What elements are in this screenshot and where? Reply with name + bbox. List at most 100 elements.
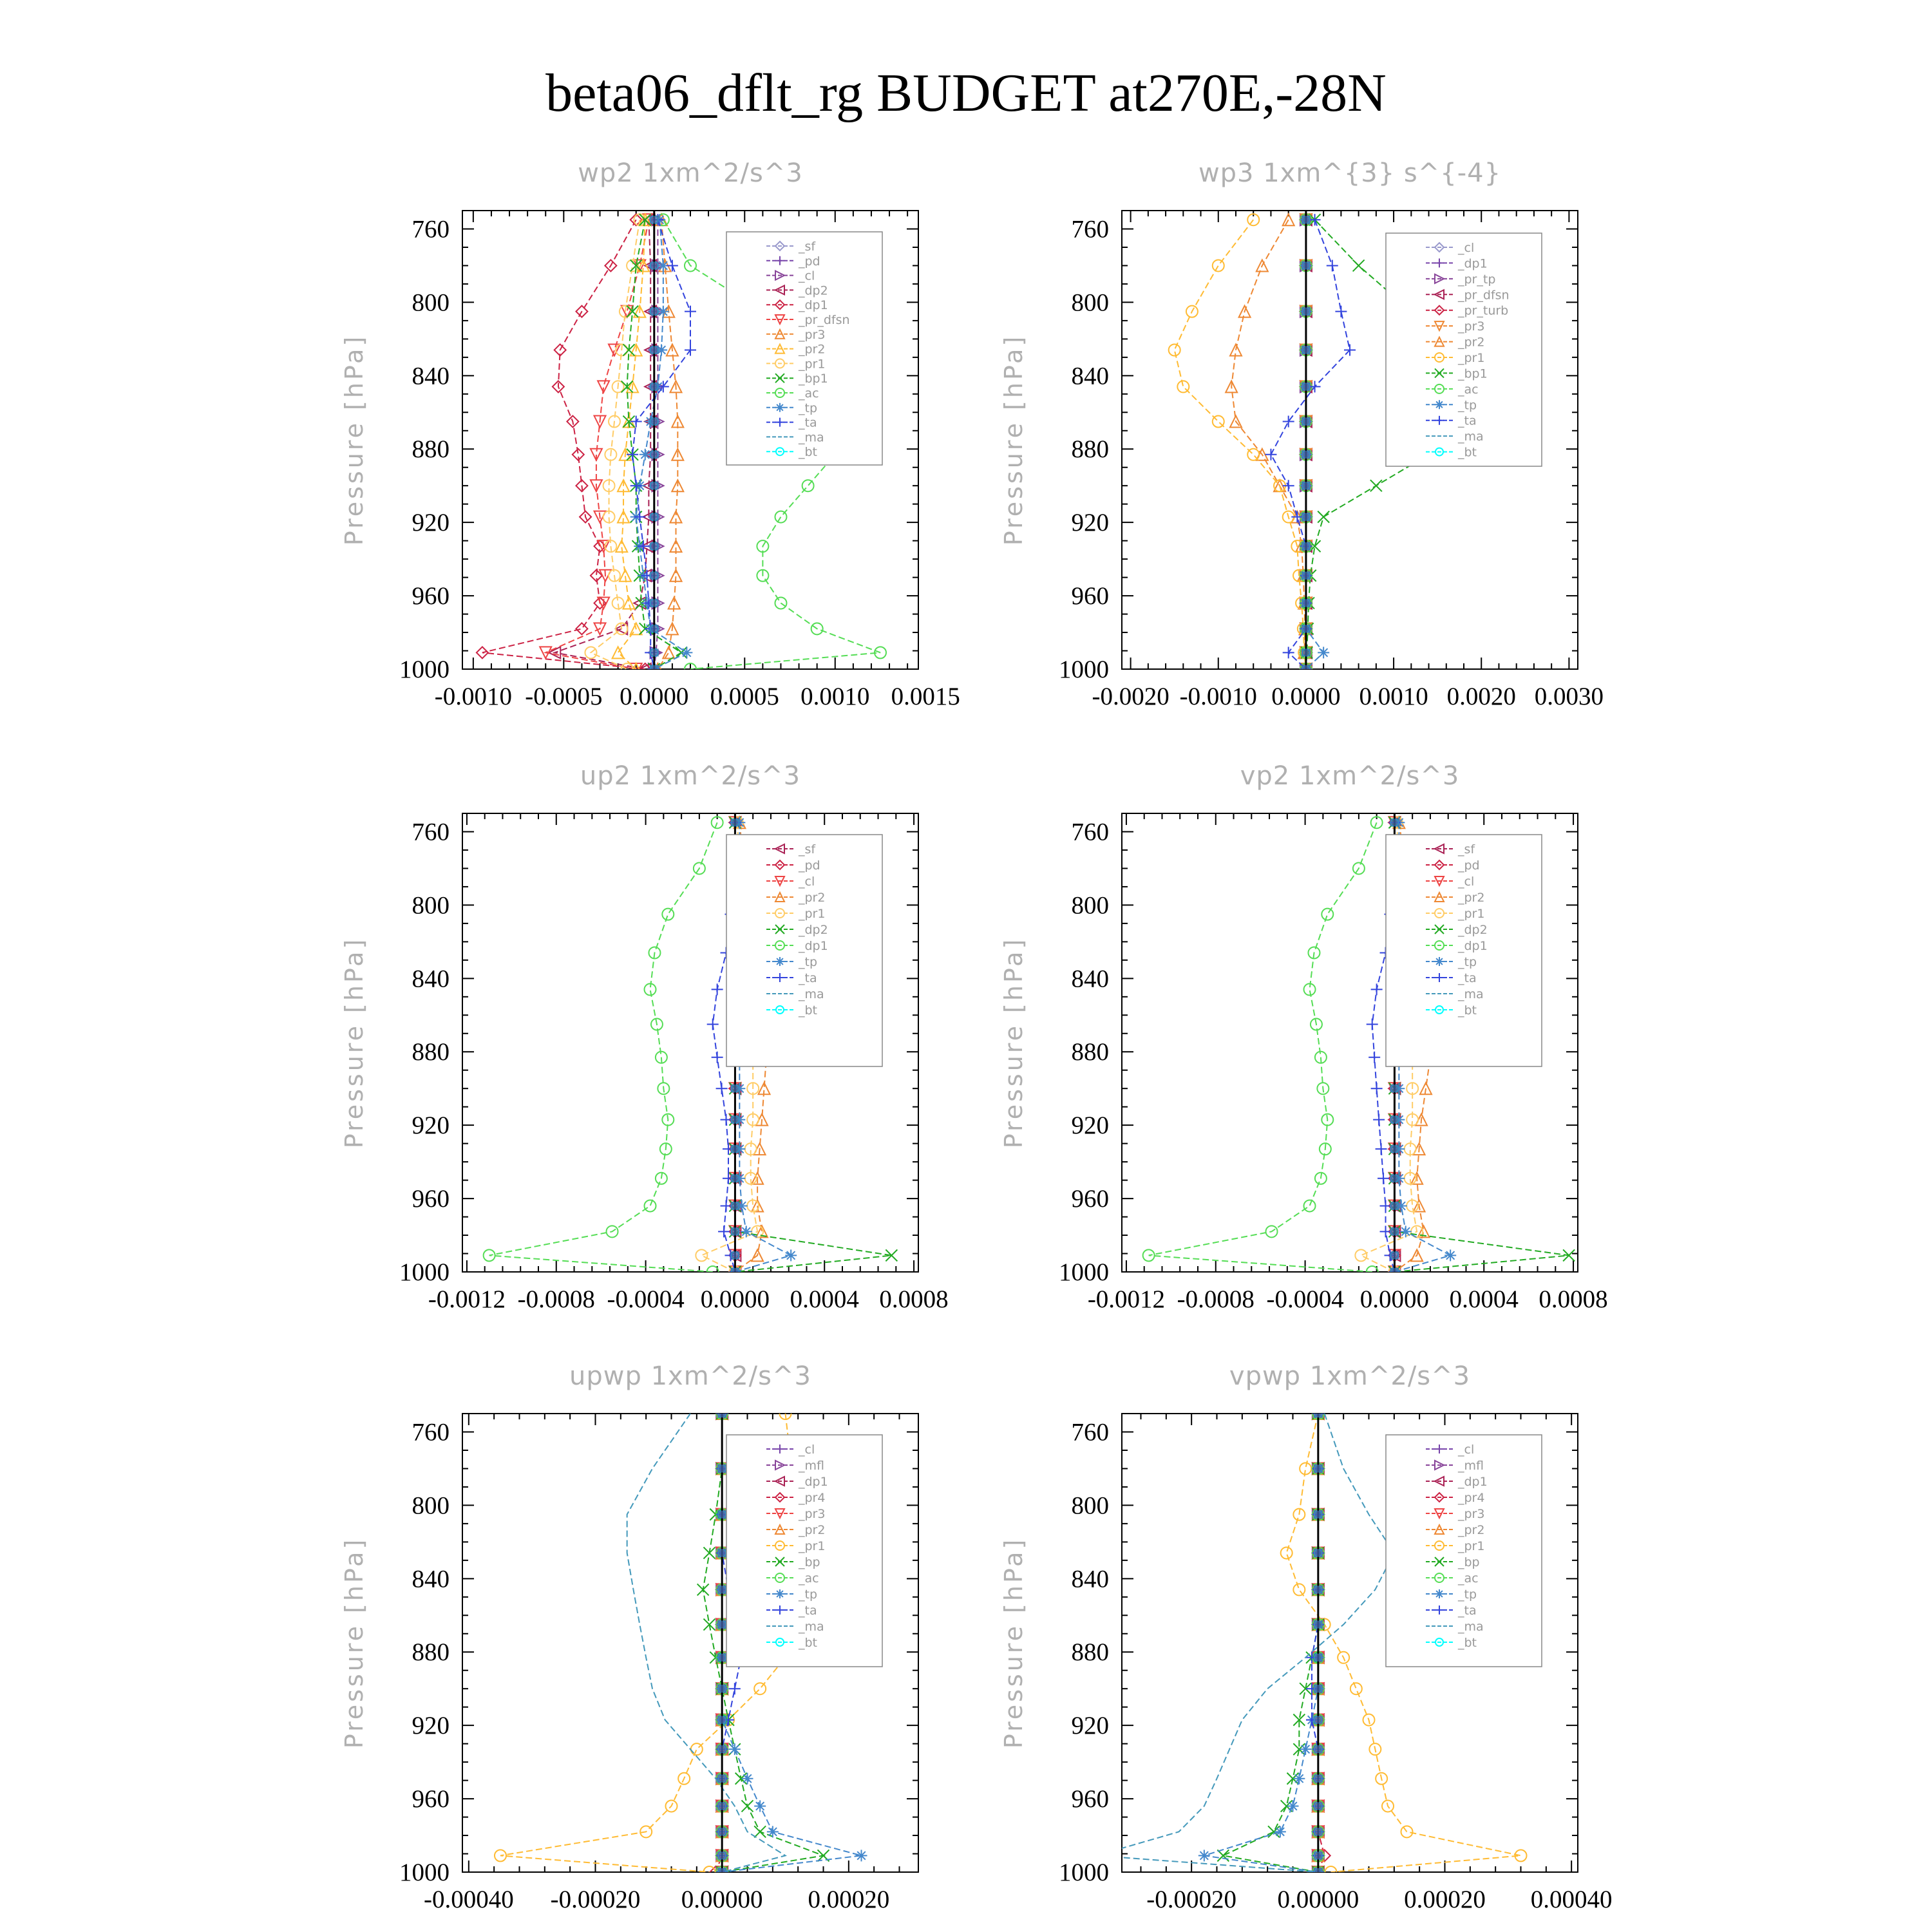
legend-item: _dp2	[766, 283, 828, 298]
zero-marker	[1313, 1716, 1323, 1724]
series-line	[1204, 1414, 1319, 1872]
legend-label: _dp1	[798, 1475, 828, 1489]
legend-label: _pr2	[1457, 891, 1484, 905]
legend-item: _ta	[1426, 971, 1477, 985]
data-point	[1400, 1825, 1414, 1839]
zero-marker	[649, 513, 659, 521]
zero-marker	[1313, 1464, 1323, 1473]
legend-item: _bt	[1426, 1003, 1477, 1018]
zero-marker	[1390, 1268, 1399, 1272]
data-point	[1293, 1743, 1306, 1756]
y-tick-label: 920	[412, 1112, 450, 1139]
data-point	[596, 540, 611, 554]
data-point	[627, 448, 639, 460]
series-pr1	[584, 213, 647, 669]
y-tick-label: 880	[1072, 1638, 1110, 1666]
legend-label: _bt	[1457, 1003, 1477, 1018]
legend-item: _pr2	[1426, 1523, 1484, 1537]
legend-item: _ac	[1426, 383, 1479, 397]
data-point	[614, 538, 629, 553]
legend-label: _ac	[1457, 383, 1479, 397]
legend-marker	[775, 358, 785, 369]
x-tick-label: 0.0000	[1271, 683, 1340, 710]
data-point	[668, 538, 683, 553]
data-point	[654, 1171, 668, 1185]
data-point	[1293, 1713, 1306, 1727]
y-axis-label: Pressure [hPa]	[999, 937, 1028, 1149]
zero-marker	[1313, 1852, 1323, 1860]
legend-marker	[1435, 1638, 1444, 1647]
zero-marker	[1301, 216, 1311, 224]
legend-label: _ta	[798, 416, 817, 430]
data-point	[1381, 1799, 1394, 1813]
chart-panel-up2: up2 1xm^2/s^3 Pressure [hPa] 760 800 840 880 9…	[340, 761, 949, 1313]
series-ma	[1122, 1414, 1395, 1872]
data-point	[750, 1171, 764, 1185]
zero-marker	[717, 1802, 727, 1810]
legend-box	[1385, 232, 1542, 467]
data-point	[670, 478, 685, 493]
legend-item: _tp	[766, 955, 817, 969]
y-tick-label: 760	[1072, 215, 1110, 243]
legend-item: _dp1	[1426, 256, 1488, 270]
data-point	[690, 1743, 703, 1756]
legend-marker	[775, 447, 784, 457]
data-point	[657, 260, 669, 272]
data-point	[1229, 343, 1243, 357]
legend-marker	[775, 269, 786, 281]
legend-marker	[1434, 368, 1444, 379]
series-pr-dfsn	[538, 213, 656, 669]
legend-item: _bp	[766, 1555, 820, 1569]
x-tick-label: 0.0000	[701, 1285, 770, 1313]
legend-label: _pr2	[798, 891, 825, 905]
legend-marker	[773, 284, 785, 296]
legend-item: _pr3	[1426, 319, 1484, 334]
zero-marker	[730, 819, 740, 827]
legend-item: _pr2	[766, 343, 825, 357]
legend-label: _dp1	[1457, 939, 1488, 953]
y-tick-label: 800	[412, 1492, 450, 1519]
legend-label: _dp1	[1457, 1475, 1488, 1489]
data-point	[571, 448, 585, 462]
data-point	[1324, 1866, 1338, 1872]
y-tick-label: 920	[1072, 1712, 1110, 1739]
legend-label: _ta	[1457, 1604, 1477, 1618]
data-point	[670, 447, 685, 461]
plot-frame	[1121, 1413, 1578, 1873]
data-point	[1307, 946, 1321, 960]
legend-label: _pr_tp	[1457, 272, 1495, 287]
legend-item: _ac	[766, 1571, 819, 1586]
legend-marker	[775, 1459, 786, 1471]
data-point	[589, 569, 603, 583]
zero-marker	[730, 1145, 740, 1153]
zero-marker	[717, 1852, 727, 1860]
legend-marker	[775, 388, 785, 398]
data-point	[538, 646, 553, 660]
legend-marker	[775, 402, 784, 412]
data-point	[611, 596, 625, 610]
legend-item: _pr2	[766, 891, 825, 905]
y-tick-label: 840	[1072, 362, 1110, 390]
data-point	[553, 343, 567, 357]
legend-label: _pd	[1457, 858, 1480, 873]
figure-title: beta06_dflt_rg BUDGET at270E,-28N	[545, 63, 1387, 123]
data-point	[756, 540, 770, 553]
panels-group: wp2 1xm^2/s^3 Pressure [hPa] 760 800 840 880 9…	[340, 158, 1613, 1913]
y-tick-label: 1000	[1059, 656, 1109, 683]
legend-marker	[1434, 891, 1445, 902]
series-ma	[626, 1414, 787, 1872]
zero-marker	[1313, 1685, 1323, 1693]
panel-title: vp2 1xm^2/s^3	[1240, 761, 1460, 791]
data-point	[746, 1113, 760, 1126]
y-tick-label: 760	[412, 818, 450, 846]
zero-marker	[1313, 1653, 1323, 1662]
legend-label: _ac	[798, 1571, 819, 1586]
legend-label: _tp	[798, 401, 817, 415]
data-point	[1375, 1772, 1388, 1785]
legend-label: _ac	[798, 386, 819, 401]
data-point	[1224, 379, 1238, 393]
data-point	[1247, 213, 1260, 227]
x-tick-label: 0.00020	[1404, 1886, 1486, 1913]
data-point	[1317, 510, 1330, 524]
